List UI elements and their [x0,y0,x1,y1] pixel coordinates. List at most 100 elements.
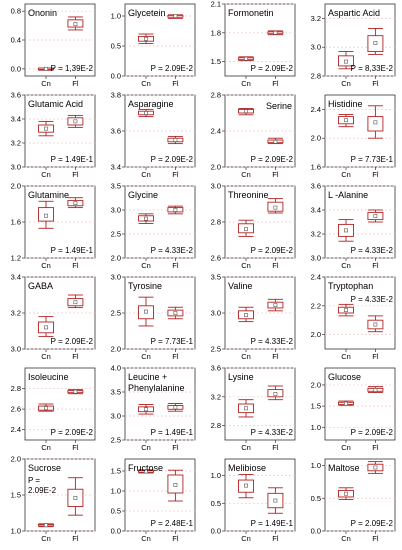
y-tick-label: 0.8 [11,7,21,16]
x-tick-label: Cn [141,443,151,452]
panel-glycine: 2.0 2.5 3.0 3.5 Cn Fl Glycine P = 4.33E-2 [111,182,196,270]
mean-marker [44,66,48,71]
panel-title: GABA [28,281,53,291]
x-tick-label: Fl [272,79,279,88]
y-tick-label: 2.8 [211,91,221,100]
p-value: P = 1.49E-1 [51,155,94,164]
box-cn [338,487,354,501]
mean-marker [173,14,178,18]
p-value: P = 1.49E-1 [251,519,294,528]
y-tick-label: 2.5 [211,345,221,354]
x-tick-label: Fl [272,534,279,543]
p-value: P = 2.09E-2 [251,246,294,255]
y-tick-label: 3.6 [111,127,121,136]
x-tick-label: Fl [172,79,179,88]
panel-title: Aspartic Acid [328,8,380,18]
x-tick-label: Fl [272,170,279,179]
mean-marker [373,40,378,45]
box-fl [367,386,384,394]
x-tick-label: Cn [141,352,151,361]
x-tick-label: Fl [172,443,179,452]
y-tick-label: 1.0 [11,527,21,536]
panel-frame [124,367,196,441]
y-tick-label: 1.0 [111,12,121,21]
y-tick-label: 1.8 [211,28,221,37]
x-tick-label: Cn [41,79,51,88]
x-tick-label: Cn [341,79,351,88]
box-fl [267,30,284,36]
y-tick-label: 2.4 [211,127,221,136]
mean-marker [373,465,378,470]
panel-frame [224,185,296,259]
y-tick-label: 3.0 [311,43,321,52]
panel-title: Maltose [328,463,360,473]
y-tick-label: 1.6 [311,163,321,172]
mean-marker [273,139,278,144]
x-tick-label: Cn [141,261,151,270]
y-tick-label: 2.4 [311,273,321,282]
p-value: P = 4.33E-2 [351,246,394,255]
mean-marker [273,30,278,35]
p-value: 2.09E-2 [28,486,57,495]
p-value: P = 1.49E-1 [51,246,94,255]
mean-marker [144,36,148,41]
y-tick-label: 0.4 [11,36,21,45]
x-tick-label: Cn [141,170,151,179]
p-value: P = 2.09E-2 [351,428,394,437]
y-tick-label: 3.2 [211,392,221,401]
box-fl [367,315,384,333]
panel-title: Glycetein [128,8,166,18]
y-tick-label: 3.4 [11,273,21,282]
p-value: P = 7.73E-1 [151,337,194,346]
y-tick-label: 3.4 [11,115,21,124]
y-tick-label: 2.6 [11,405,21,414]
x-tick-label: Fl [72,79,79,88]
mean-marker [244,483,248,488]
box-cn [38,66,54,71]
box-fl [67,389,84,395]
y-tick-label: 2.8 [311,72,321,81]
x-tick-label: Cn [41,170,51,179]
mean-marker [373,214,378,218]
x-tick-label: Fl [372,170,379,179]
panel-glutamic-acid: 3.0 3.2 3.4 3.6 Cn Fl Glutamic Acid P = 1.49E-1 [11,91,96,179]
x-tick-label: Cn [341,261,351,270]
mean-marker [44,523,48,528]
x-tick-label: Cn [341,534,351,543]
mean-marker [273,205,278,210]
p-value: P = 2.09E-2 [251,155,294,164]
y-tick-label: 2.6 [211,254,221,263]
y-tick-label: 2.0 [11,455,21,464]
panel-glutamine: 1.2 1.6 2.0 Cn Fl Glutamine P = 1.49E-1 [11,182,96,270]
x-tick-label: Fl [272,261,279,270]
y-tick-label: 3.2 [11,139,21,148]
mean-marker [373,120,378,125]
mean-marker [173,311,178,315]
box-cn [138,213,154,224]
mean-marker [73,389,78,394]
y-tick-label: 0.0 [11,64,21,73]
x-tick-label: Cn [141,534,151,543]
x-tick-label: Cn [241,534,251,543]
y-tick-label: 2.4 [11,425,21,434]
y-tick-label: 3.0 [11,163,21,172]
y-tick-label: 3.2 [311,230,321,239]
box-cn [138,404,154,415]
panel-ononin: 0.0 0.4 0.8 Cn Fl Ononin P = 1,39E-2 [11,3,96,88]
mean-marker [344,491,348,496]
mean-marker [273,498,278,503]
x-tick-label: Cn [41,261,51,270]
y-tick-label: 0.0 [211,527,221,536]
mean-marker [344,59,348,64]
box-fl [67,197,84,209]
box-fl [367,461,384,474]
y-tick-label: 2.0 [211,163,221,172]
panel-title: Lysine [228,372,254,382]
x-tick-label: Fl [372,352,379,361]
panel-title: Melibiose [228,463,266,473]
panel-frame [224,276,296,350]
panel-tryptophan: 2.0 2.2 2.4 Cn Fl Tryptophan P = 4.33E-2 [311,273,396,361]
panel-title: Leucine + [128,372,167,382]
x-tick-label: Cn [41,443,51,452]
